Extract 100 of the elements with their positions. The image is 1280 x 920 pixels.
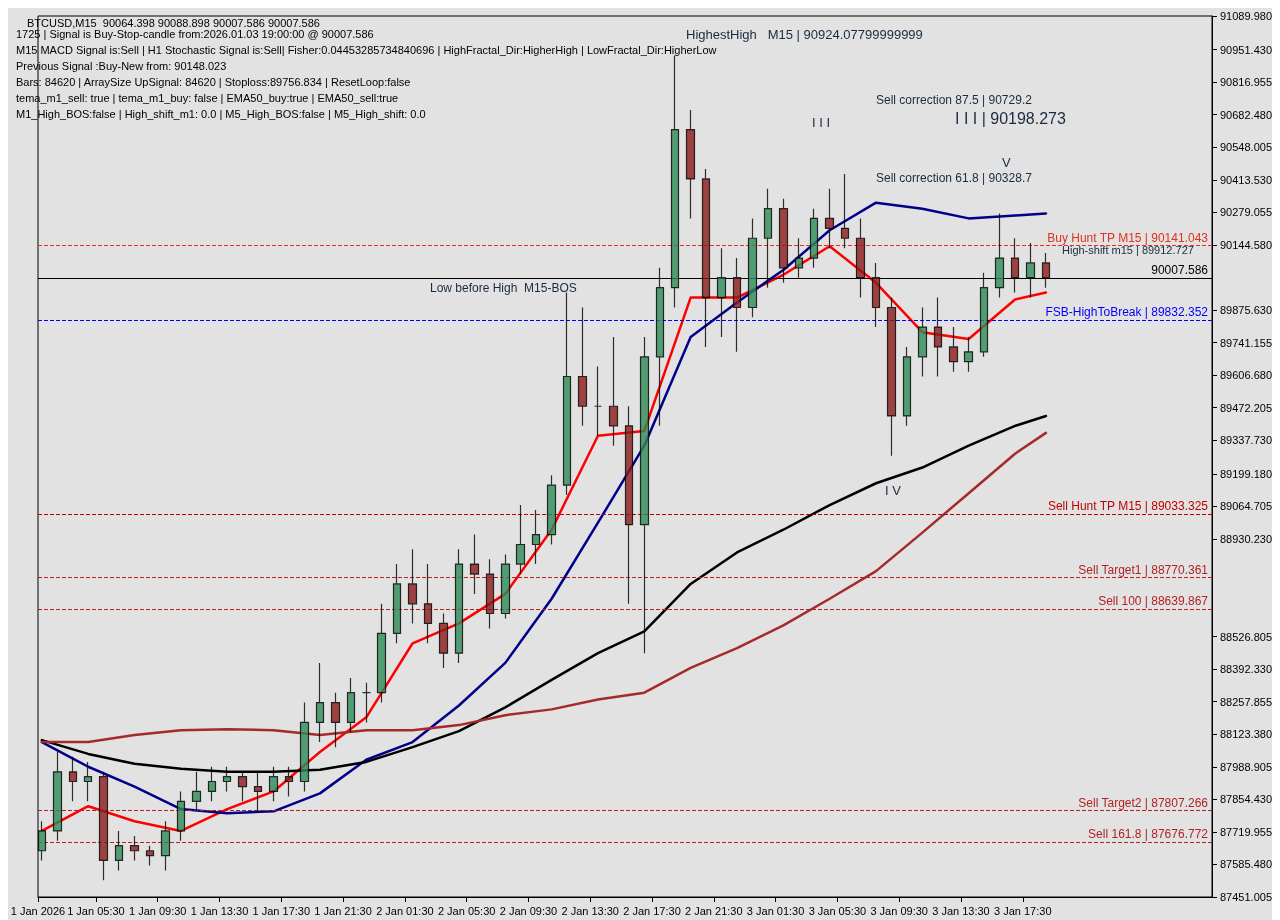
candlestick	[485, 558, 495, 630]
candlestick	[948, 326, 959, 373]
y-tick-label: 87451.005	[1220, 891, 1272, 903]
candlestick	[685, 109, 696, 219]
annotation: HighestHigh M15 | 90924.07799999999	[686, 27, 923, 42]
annotation: I I I | 90198.273	[955, 109, 1067, 127]
annotation: M15 MACD Signal is:Sell | H1 Stochastic Signal is:Sell| Fisher:0.04453285734840696 | HighFractal_Dir:HigherHigh | LowFractal_Dir:HigherLow	[16, 43, 717, 56]
ref-line-label: Sell Target2 | 87807.266	[1078, 795, 1209, 810]
annotation: Sell correction 87.5 | 90729.2	[876, 93, 1033, 107]
candlestick	[68, 756, 78, 802]
candlestick	[608, 336, 619, 447]
ref-line-label: Sell Target1 | 88770.361	[1078, 562, 1209, 577]
y-tick-label: 89606.680	[1220, 369, 1272, 382]
y-tick-label: 89064.705	[1220, 500, 1272, 513]
x-tick-label: 1 Jan 17:30	[252, 904, 311, 917]
ref-line-label: Sell 161.8 | 87676.772	[1088, 827, 1209, 842]
y-tick-label: 87988.905	[1220, 760, 1272, 773]
candlestick	[593, 365, 603, 437]
candlestick	[392, 563, 402, 644]
y-tick-label: 88930.230	[1220, 532, 1272, 545]
ref-line-label: FSB-HighToBreak | 89832.352	[1045, 305, 1209, 320]
candlestick	[809, 208, 819, 269]
candlestick	[83, 761, 93, 802]
candlestick	[577, 306, 588, 427]
x-tick-label: 2 Jan 01:30	[376, 904, 434, 917]
annotation: Sell correction 61.8 | 90328.7	[876, 171, 1033, 185]
candlestick	[114, 830, 124, 872]
y-tick-label: 89875.630	[1220, 304, 1272, 316]
annotation: Low before High M15-BOS	[430, 281, 577, 295]
ref-line-label: 90007.586	[1151, 263, 1209, 278]
annotation: M1_High_BOS:false | High_shift_m1: 0.0 | M5_High_BOS:false | M5_High_shift: 0.0	[16, 107, 426, 120]
candlestick	[902, 346, 912, 427]
x-tick-label: 2 Jan 13:30	[561, 904, 619, 917]
ref-line-label: Sell 100 | 88639.867	[1098, 594, 1209, 609]
candlestick	[500, 553, 511, 620]
candlestick	[423, 563, 433, 644]
candlestick	[315, 662, 325, 743]
y-tick-label: 87854.430	[1220, 793, 1272, 806]
x-tick-label: 2 Jan 09:30	[499, 904, 558, 917]
x-tick-label: 1 Jan 2026	[10, 904, 66, 917]
y-tick-label: 89199.180	[1220, 467, 1272, 480]
y-tick-label: 87719.955	[1220, 825, 1272, 838]
y-tick-label: 88123.380	[1220, 728, 1272, 741]
y-tick-label: 88257.855	[1220, 695, 1272, 708]
y-tick-label: 89337.730	[1220, 434, 1272, 447]
candlestick	[886, 296, 897, 457]
x-tick-label: 3 Jan 17:30	[994, 904, 1052, 917]
y-tick-label: 90413.530	[1220, 173, 1272, 186]
x-tick-label: 1 Jan 21:30	[314, 904, 372, 917]
candlestick	[160, 820, 171, 872]
candlestick	[129, 835, 140, 862]
y-tick-label: 90144.580	[1220, 238, 1272, 251]
y-tick-label: 89741.155	[1220, 336, 1272, 349]
x-tick-label: 2 Jan 21:30	[685, 904, 743, 917]
candlestick	[330, 692, 341, 748]
x-tick-label: 1 Jan 05:30	[67, 904, 125, 917]
candlestick	[52, 751, 63, 842]
annotation: High-shift m15 | 89912.727	[1062, 243, 1194, 256]
y-tick-label: 87585.480	[1220, 858, 1272, 871]
candlestick	[145, 845, 155, 867]
y-tick-label: 90548.005	[1220, 141, 1272, 154]
candlestick	[824, 188, 835, 249]
candlestick	[562, 291, 572, 496]
candlestick	[546, 474, 557, 546]
x-tick-label: 2 Jan 17:30	[623, 904, 681, 917]
candlestick	[407, 548, 418, 625]
y-tick-label: 90279.055	[1220, 206, 1272, 219]
ref-line-label: Buy Hunt TP M15 | 90141.043	[1047, 230, 1209, 245]
x-tick-label: 2 Jan 05:30	[437, 904, 496, 917]
x-tick-label: 3 Jan 01:30	[746, 904, 805, 917]
y-tick-label: 89472.205	[1220, 401, 1272, 414]
candlestick	[933, 296, 943, 378]
candlestick	[346, 677, 356, 733]
annotation: 1725 | Signal is Buy-Stop-candle from:2026.01.03 19:00:00 @ 90007.586	[16, 27, 374, 40]
candlestick	[469, 533, 480, 595]
x-tick-label: 3 Jan 05:30	[808, 904, 867, 917]
candlestick	[917, 306, 928, 378]
x-tick-label: 1 Jan 13:30	[190, 904, 249, 917]
annotation: tema_m1_sell: true | tema_m1_buy: false | EMA50_buy:true | EMA50_sell:true	[16, 91, 399, 104]
annotation: I I I	[812, 115, 831, 130]
candlestick	[376, 603, 387, 704]
candlestick	[840, 173, 850, 249]
chart-title: BTCUSD,M15 90064.398 90088.898 90007.586 90007.586	[27, 16, 320, 29]
candlestick	[176, 790, 186, 842]
y-tick-label: 90682.480	[1220, 108, 1272, 121]
candlestick	[624, 405, 634, 605]
y-tick-label: 91089.980	[1220, 10, 1272, 22]
x-tick-label: 3 Jan 13:30	[932, 904, 990, 917]
candlestick	[963, 336, 974, 373]
candlestick	[98, 771, 109, 881]
candlestick	[454, 548, 464, 664]
y-tick-label: 88526.805	[1220, 630, 1272, 643]
ref-line-label: Sell Hunt TP M15 | 89033.325	[1047, 498, 1209, 513]
y-tick-label: 90816.955	[1220, 76, 1272, 89]
x-tick-label: 3 Jan 09:30	[870, 904, 928, 917]
candlestick	[438, 612, 449, 669]
annotation: Previous Signal :Buy-New from: 90148.023	[16, 59, 227, 72]
candlestick	[361, 682, 372, 724]
annotation: I V	[885, 483, 902, 498]
annotation: Bars: 84620 | ArraySize UpSignal: 84620 | Stoploss:89756.834 | ResetLoop:false	[16, 75, 411, 88]
